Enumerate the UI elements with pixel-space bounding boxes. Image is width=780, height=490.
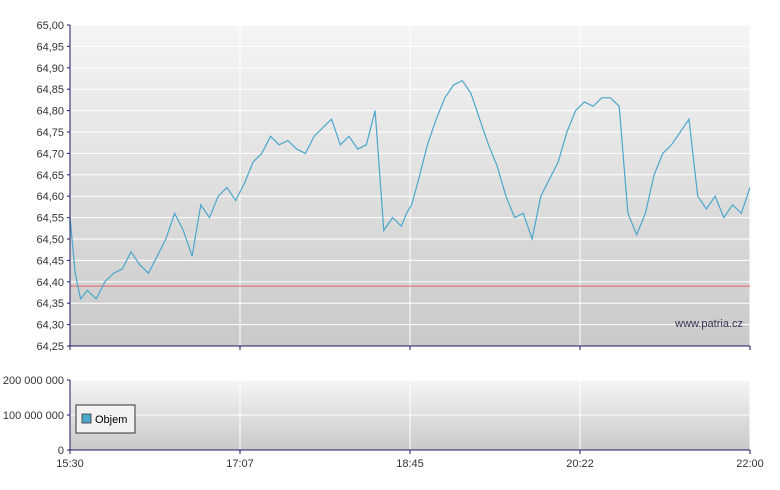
volume-y-tick-label: 100 000 000 <box>3 410 64 422</box>
price-y-tick-label: 64,80 <box>36 106 64 118</box>
price-x-ticks <box>69 346 751 350</box>
price-y-tick-label: 64,95 <box>36 41 64 53</box>
x-tick-label: 17:07 <box>226 458 254 470</box>
volume-y-tick-label: 0 <box>58 445 64 457</box>
volume-x-axis: 15:30 17:07 18:45 20:22 22:00 <box>56 450 764 470</box>
price-y-tick-label: 64,65 <box>36 170 64 182</box>
price-y-tick-label: 64,25 <box>36 341 64 353</box>
x-tick-label: 22:00 <box>736 458 764 470</box>
price-y-tick-label: 64,55 <box>36 213 64 225</box>
price-grid <box>70 24 751 346</box>
volume-grid <box>70 379 751 450</box>
volume-y-tick-label: 200 000 000 <box>3 375 64 387</box>
legend-label: Objem <box>95 414 127 426</box>
price-y-tick-label: 64,60 <box>36 191 64 203</box>
price-y-tick-label: 64,30 <box>36 320 64 332</box>
price-y-tick-label: 64,50 <box>36 234 64 246</box>
price-series-line <box>69 79 751 301</box>
price-y-tick-label: 64,70 <box>36 148 64 160</box>
legend-swatch <box>81 413 92 424</box>
price-y-axis: 65,00 64,95 64,90 64,85 64,80 64,75 64,70 64,65… <box>36 20 70 353</box>
x-tick-label: 20:22 <box>566 458 594 470</box>
volume-y-axis: 200 000 000 100 000 000 0 <box>3 375 70 457</box>
watermark: www.patria.cz <box>674 318 743 330</box>
volume-legend: Objem <box>75 404 136 434</box>
price-y-tick-label: 64,40 <box>36 277 64 289</box>
x-tick-label: 18:45 <box>396 458 424 470</box>
price-y-tick-label: 64,85 <box>36 84 64 96</box>
price-y-tick-label: 65,00 <box>36 20 64 32</box>
price-y-tick-label: 64,90 <box>36 63 64 75</box>
price-y-tick-label: 64,45 <box>36 255 64 267</box>
price-y-tick-label: 64,75 <box>36 127 64 139</box>
price-y-tick-label: 64,35 <box>36 298 64 310</box>
x-tick-label: 15:30 <box>56 458 84 470</box>
